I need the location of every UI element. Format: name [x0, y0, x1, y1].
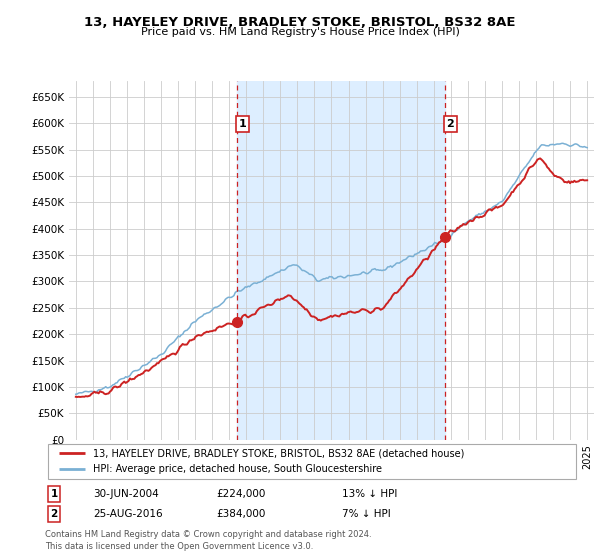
Text: 1: 1: [239, 119, 247, 129]
Bar: [237, 81, 445, 440]
Text: 30-JUN-2004: 30-JUN-2004: [93, 489, 159, 499]
Text: 25-AUG-2016: 25-AUG-2016: [93, 509, 163, 519]
Text: £384,000: £384,000: [216, 509, 265, 519]
Text: 2: 2: [446, 119, 454, 129]
Text: 2: 2: [50, 509, 58, 519]
Text: This data is licensed under the Open Government Licence v3.0.: This data is licensed under the Open Gov…: [45, 542, 313, 551]
Text: 13% ↓ HPI: 13% ↓ HPI: [342, 489, 397, 499]
Text: 1: 1: [50, 489, 58, 499]
FancyBboxPatch shape: [48, 444, 576, 479]
Text: Price paid vs. HM Land Registry's House Price Index (HPI): Price paid vs. HM Land Registry's House …: [140, 27, 460, 37]
Text: Contains HM Land Registry data © Crown copyright and database right 2024.: Contains HM Land Registry data © Crown c…: [45, 530, 371, 539]
Text: 13, HAYELEY DRIVE, BRADLEY STOKE, BRISTOL, BS32 8AE (detached house): 13, HAYELEY DRIVE, BRADLEY STOKE, BRISTO…: [93, 448, 464, 458]
Text: HPI: Average price, detached house, South Gloucestershire: HPI: Average price, detached house, Sout…: [93, 464, 382, 474]
Text: 7% ↓ HPI: 7% ↓ HPI: [342, 509, 391, 519]
Text: £224,000: £224,000: [216, 489, 265, 499]
Text: 13, HAYELEY DRIVE, BRADLEY STOKE, BRISTOL, BS32 8AE: 13, HAYELEY DRIVE, BRADLEY STOKE, BRISTO…: [84, 16, 516, 29]
